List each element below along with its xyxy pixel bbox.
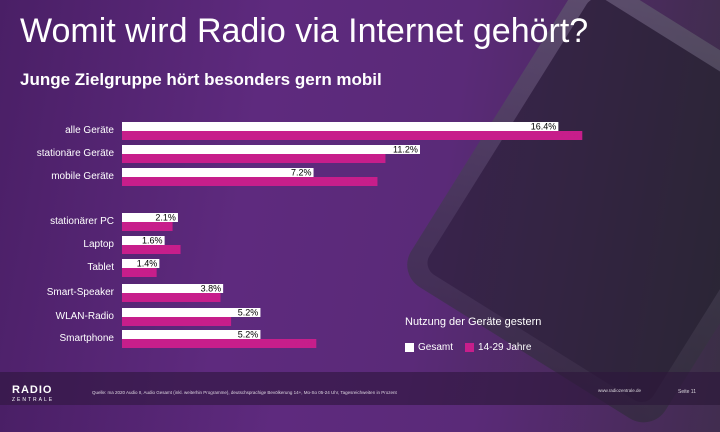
data-label-14-29: 4.1% bbox=[209, 317, 230, 327]
data-label-gesamt: 5.2% bbox=[238, 330, 259, 340]
data-label-bg bbox=[201, 317, 232, 326]
legend-item-gesamt: Gesamt bbox=[405, 342, 453, 353]
category-label: alle Geräte bbox=[65, 125, 114, 136]
source-note: Quelle: ma 2020 Audio II, Audio Gesamt (… bbox=[92, 390, 397, 395]
website-link[interactable]: www.radiozentrale.de bbox=[598, 388, 642, 393]
data-label-bg bbox=[355, 154, 386, 163]
page-title: Womit wird Radio via Internet gehört? bbox=[20, 12, 589, 50]
legend: Nutzung der Geräte gestern Gesamt 14-29 … bbox=[405, 316, 605, 353]
data-label-gesamt: 2.1% bbox=[155, 213, 176, 223]
bar-14-29 bbox=[122, 293, 221, 302]
category-label: Smart-Speaker bbox=[47, 287, 115, 298]
data-label-14-29: 2.2% bbox=[158, 245, 179, 255]
data-label-gesamt: 1.4% bbox=[137, 259, 158, 269]
data-label-bg bbox=[193, 284, 224, 293]
data-label-bg bbox=[147, 213, 178, 222]
data-label-gesamt: 3.8% bbox=[201, 284, 222, 294]
data-label-gesamt: 5.2% bbox=[238, 308, 259, 318]
data-label-gesamt: 16.4% bbox=[531, 122, 557, 132]
bar-gesamt bbox=[122, 284, 224, 293]
bar-gesamt bbox=[122, 145, 420, 154]
category-label: Laptop bbox=[83, 239, 114, 250]
data-label-bg bbox=[142, 222, 173, 231]
category-label: stationärer PC bbox=[50, 216, 114, 227]
data-label-gesamt: 7.2% bbox=[291, 168, 312, 178]
bar-gesamt bbox=[122, 168, 314, 177]
data-label-14-29: 17.3% bbox=[555, 131, 581, 141]
legend-swatch-young bbox=[465, 343, 475, 352]
bar-14-29 bbox=[122, 339, 317, 348]
data-label-bg bbox=[286, 339, 317, 348]
category-label: stationäre Geräte bbox=[37, 148, 115, 159]
legend-label-young: 14-29 Jahre bbox=[478, 342, 532, 353]
bar-gesamt bbox=[122, 330, 261, 339]
data-label-bg bbox=[150, 245, 181, 254]
category-label: mobile Geräte bbox=[51, 171, 114, 182]
data-label-14-29: 7.3% bbox=[294, 339, 315, 349]
bar-14-29 bbox=[122, 317, 232, 326]
legend-label-gesamt: Gesamt bbox=[418, 342, 454, 353]
data-label-bg bbox=[347, 177, 378, 186]
data-label-14-29: 3.7% bbox=[198, 293, 219, 303]
data-label-bg bbox=[230, 330, 261, 339]
data-label-bg bbox=[190, 293, 221, 302]
bar-gesamt bbox=[122, 308, 261, 317]
data-label-bg bbox=[126, 268, 157, 277]
data-label-14-29: 9.6% bbox=[355, 177, 376, 187]
data-label-14-29: 1.3% bbox=[134, 268, 155, 278]
data-label-bg bbox=[528, 122, 559, 131]
logo-subtext: ZENTRALE bbox=[12, 397, 55, 403]
data-label-gesamt: 1.6% bbox=[142, 236, 163, 246]
data-label-bg bbox=[552, 131, 583, 140]
data-label-14-29: 9.9% bbox=[363, 154, 384, 164]
data-label-gesamt: 11.2% bbox=[393, 145, 418, 155]
category-label: Smartphone bbox=[60, 333, 115, 344]
legend-title: Nutzung der Geräte gestern bbox=[405, 316, 542, 328]
footer-bar bbox=[0, 372, 720, 405]
bar-14-29 bbox=[122, 131, 583, 140]
logo-text: RADIO bbox=[12, 384, 53, 396]
bar-14-29 bbox=[122, 177, 378, 186]
category-label: Tablet bbox=[87, 262, 114, 273]
bar-gesamt bbox=[122, 122, 559, 131]
page-subtitle: Junge Zielgruppe hört besonders gern mob… bbox=[20, 70, 382, 89]
data-label-bg bbox=[389, 145, 420, 154]
bar-14-29 bbox=[122, 154, 386, 163]
page-number: Seite 11 bbox=[678, 389, 696, 395]
data-label-bg bbox=[230, 308, 261, 317]
radiozentrale-logo: RADIO ZENTRALE bbox=[12, 385, 54, 405]
data-label-bg bbox=[134, 236, 165, 245]
data-label-bg bbox=[283, 168, 314, 177]
category-label: WLAN-Radio bbox=[56, 311, 115, 322]
legend-row: Gesamt 14-29 Jahre bbox=[405, 342, 605, 353]
data-label-bg bbox=[129, 259, 160, 268]
data-label-14-29: 1.9% bbox=[150, 222, 171, 232]
legend-swatch-gesamt bbox=[405, 343, 414, 352]
bar-chart: alle Geräte 16.4%17.3% stationäre Geräte 11… bbox=[37, 121, 583, 349]
legend-item-young: 14-29 Jahre bbox=[465, 342, 531, 353]
